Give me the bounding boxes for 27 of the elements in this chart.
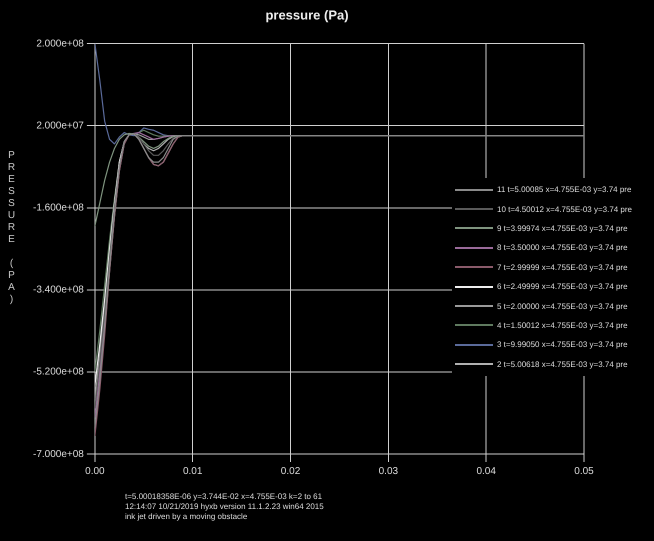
y-tick-label: 2.000e+08 xyxy=(36,38,84,50)
legend-label: 8 t=3.50000 x=4.755E-03 y=3.74 pre xyxy=(497,243,628,252)
x-tick-label: 0.00 xyxy=(85,466,106,477)
text: ink jet driven by a moving obstacle xyxy=(125,512,248,522)
text: t=5.00018358E-06 y=3.744E-02 x=4.755E-03 k=2 to 61 xyxy=(125,492,324,502)
legend-label: 7 t=2.99999 x=4.755E-03 y=3.74 pre xyxy=(497,262,628,272)
x-tick-label: 0.05 xyxy=(574,466,594,477)
x-tick-label: 0.01 xyxy=(182,466,203,477)
legend-label: 5 t=2.00000 x=4.755E-03 y=3.74 pre xyxy=(497,302,628,311)
y-tick-label: -5.200e+08 xyxy=(32,366,84,378)
legend-label: 3 t=9.99050 x=4.755E-03 y=3.74 pre xyxy=(497,340,628,350)
legend-label: 2 t=5.00618 x=4.755E-03 y=3.74 pre xyxy=(497,360,628,369)
legend-label: 10 t=4.50012 x=4.755E-03 y=3.74 pre xyxy=(497,204,632,214)
text: 12:14:07 10/21/2019 hyxb version 11.1.2.23 win64 2015 xyxy=(125,502,324,512)
chart-title: pressure (Pa) xyxy=(265,7,349,22)
legend-label: 11 t=5.00085 x=4.755E-03 y=3.74 pre xyxy=(497,185,632,194)
y-axis-title: PRESSURE (PA) xyxy=(6,150,17,306)
x-tick-label: 0.03 xyxy=(378,466,399,477)
x-tick-label: 0.02 xyxy=(280,466,301,477)
y-tick-label: -3.400e+08 xyxy=(32,284,84,296)
legend-label: 9 t=3.99974 x=4.755E-03 y=3.74 pre xyxy=(497,224,628,233)
legend-label: 6 t=2.49999 x=4.755E-03 y=3.74 pre xyxy=(497,282,628,292)
x-tick-label: 0.04 xyxy=(476,466,496,477)
y-tick-label: -7.000e+08 xyxy=(32,448,84,460)
y-tick-label: -1.600e+08 xyxy=(32,202,84,214)
legend-label: 4 t=1.50012 x=4.755E-03 y=3.74 pre xyxy=(497,320,628,330)
y-tick-label: 2.000e+07 xyxy=(36,120,84,132)
